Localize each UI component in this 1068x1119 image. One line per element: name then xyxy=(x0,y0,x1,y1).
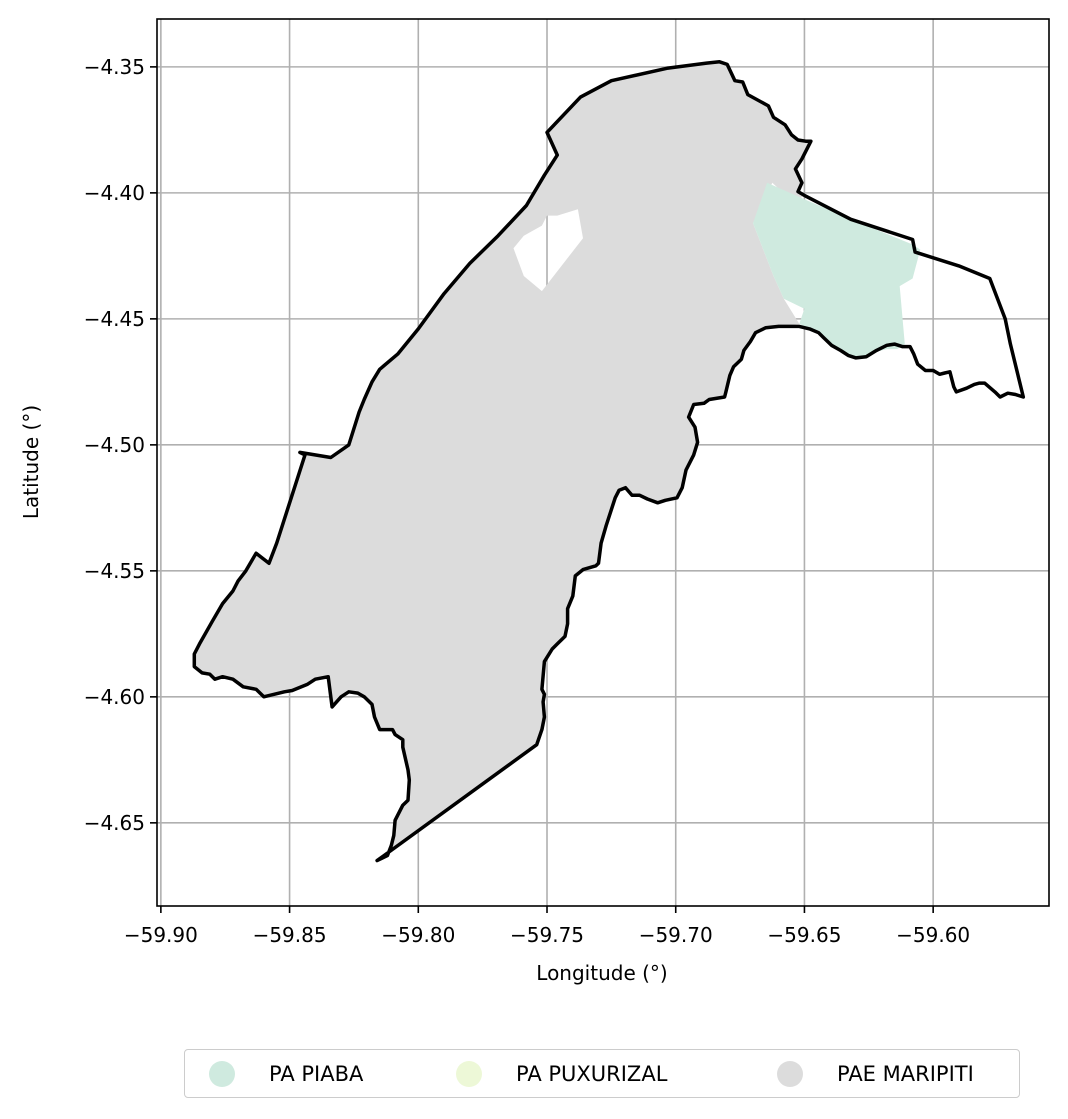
legend-marker-pa-piaba xyxy=(209,1060,235,1087)
y-tick-label-6: −4.65 xyxy=(84,811,145,835)
legend-item-pae-maripiti: PAE MARIPITI xyxy=(777,1050,974,1097)
y-tick-label-2: −4.45 xyxy=(84,307,145,331)
x-tick-label-1: −59.85 xyxy=(253,923,327,947)
y-tick-label-5: −4.60 xyxy=(84,685,145,709)
legend-marker-pae-maripiti xyxy=(777,1060,803,1087)
x-tick-label-4: −59.70 xyxy=(639,923,713,947)
x-tick-label-3: −59.75 xyxy=(510,923,584,947)
polygon-pa-piaba xyxy=(753,182,921,358)
legend-item-pa-piaba: PA PIABA xyxy=(209,1050,363,1097)
x-axis-title: Longitude (°) xyxy=(536,961,667,985)
plot-frame xyxy=(156,18,1050,907)
y-tick-label-1: −4.40 xyxy=(84,181,145,205)
y-tick-label-0: −4.35 xyxy=(84,55,145,79)
y-tick-label-4: −4.55 xyxy=(84,559,145,583)
legend: PA PIABA PA PUXURIZAL PAE MARIPITI xyxy=(184,1049,1020,1098)
boundary-line xyxy=(192,60,1026,863)
polygon-pae-maripiti xyxy=(194,61,811,861)
legend-marker-pa-puxurizal xyxy=(456,1060,482,1087)
boundary-outline xyxy=(192,60,1026,863)
x-tick-label-5: −59.65 xyxy=(767,923,841,947)
map-polygons xyxy=(194,61,921,861)
y-tick-label-3: −4.50 xyxy=(84,433,145,457)
x-tick-label-0: −59.90 xyxy=(124,923,198,947)
legend-item-pa-puxurizal: PA PUXURIZAL xyxy=(456,1050,667,1097)
x-tick-label-6: −59.60 xyxy=(896,923,970,947)
legend-label-pa-puxurizal: PA PUXURIZAL xyxy=(516,1061,668,1086)
legend-label-pa-piaba: PA PIABA xyxy=(269,1061,364,1086)
axis-ticks: −59.90 −59.85 −59.80 −59.75 −59.70 −59.65 −59.… xyxy=(84,55,970,947)
legend-label-pae-maripiti: PAE MARIPITI xyxy=(837,1061,974,1086)
y-axis-title: Latitude (°) xyxy=(19,405,43,519)
x-tick-label-2: −59.80 xyxy=(381,923,455,947)
